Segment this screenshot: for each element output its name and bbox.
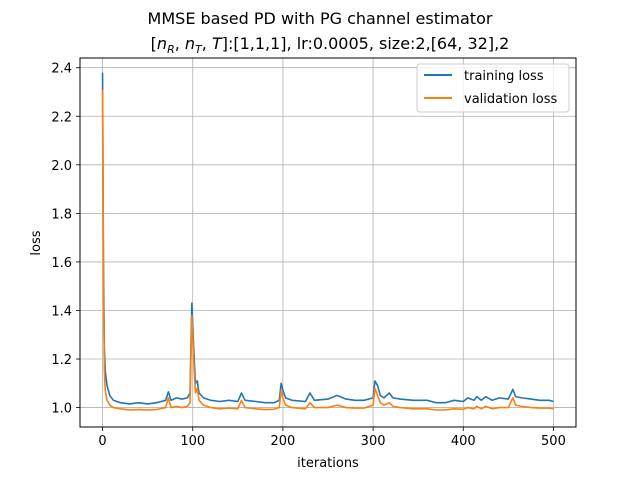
title-nT: n — [185, 34, 195, 53]
series-line-training-loss — [101, 72, 554, 405]
y-tick-label: 1.2 — [51, 353, 72, 368]
title-sep1: , — [175, 34, 185, 53]
series-line-validation-loss — [101, 89, 554, 411]
x-tick-label: 0 — [98, 434, 106, 449]
title-nR-sub: R — [167, 43, 175, 56]
title-nR: n — [157, 34, 167, 53]
x-axis-title: iterations — [297, 456, 359, 471]
legend-label-validation-loss: validation loss — [464, 92, 557, 107]
x-tick-label: 400 — [451, 434, 476, 449]
chart-title-line1: MMSE based PD with PG channel estimator — [148, 9, 493, 28]
title-T: T — [212, 34, 223, 53]
title-suffix: ]:[1,1,1], lr:0.0005, size:2,[64, 32],2 — [222, 34, 510, 53]
chart-title-line2: [nR, nT, T]:[1,1,1], lr:0.0005, size:2,[… — [151, 34, 510, 56]
x-tick-label: 200 — [270, 434, 295, 449]
y-tick-label: 1.6 — [51, 256, 72, 271]
x-tick-label: 100 — [180, 434, 205, 449]
y-tick-label: 2.2 — [51, 110, 72, 125]
title-sep2: , — [202, 34, 212, 53]
legend-label-training-loss: training loss — [464, 69, 544, 84]
y-axis-title: loss — [29, 230, 44, 255]
x-tick-label: 500 — [541, 434, 566, 449]
legend-box — [416, 63, 570, 113]
series-layer — [101, 72, 554, 411]
y-tick-label: 2.4 — [51, 62, 72, 77]
y-tick-label: 2.0 — [51, 159, 72, 174]
title-bracket-open: [ — [151, 34, 157, 53]
x-tick-label: 300 — [361, 434, 386, 449]
plot-frame — [79, 57, 577, 428]
tick-layer: 0 100 200 300 400 500 1.0 1.2 1.4 1.6 1.8 2.0 2.2 2.4 — [51, 62, 566, 449]
y-tick-label: 1.8 — [51, 207, 72, 222]
y-tick-label: 1.4 — [51, 304, 72, 319]
title-nT-sub: T — [195, 43, 203, 56]
y-tick-label: 1.0 — [51, 402, 72, 417]
legend: training loss validation loss — [416, 63, 570, 113]
